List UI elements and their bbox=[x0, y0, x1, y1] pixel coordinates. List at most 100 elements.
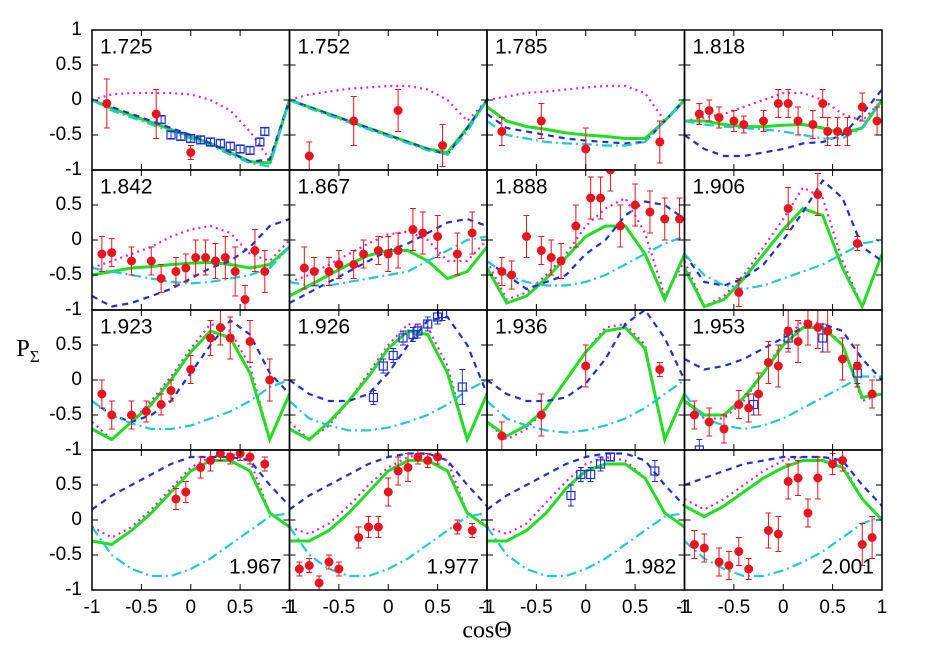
data-point bbox=[852, 361, 862, 371]
data-point bbox=[808, 120, 818, 129]
data-point bbox=[107, 248, 117, 258]
data-point bbox=[403, 463, 413, 472]
data-point bbox=[260, 459, 270, 469]
data-point bbox=[452, 522, 462, 532]
data-point bbox=[719, 424, 729, 434]
data-point bbox=[324, 267, 334, 276]
data-point bbox=[373, 246, 383, 255]
square-point bbox=[176, 131, 186, 141]
square-point bbox=[457, 382, 467, 392]
data-point bbox=[823, 127, 833, 136]
data-point bbox=[813, 323, 823, 332]
x-tick-label: -1 bbox=[84, 597, 101, 618]
data-point bbox=[699, 543, 709, 553]
curve bbox=[92, 378, 290, 431]
data-point bbox=[867, 389, 877, 399]
data-point bbox=[102, 99, 112, 108]
x-tick-label: 0.5 bbox=[622, 597, 648, 618]
data-point bbox=[793, 337, 803, 346]
data-point bbox=[393, 466, 403, 476]
curve bbox=[289, 511, 487, 578]
data-point bbox=[536, 410, 546, 420]
data-point bbox=[408, 225, 418, 234]
data-point bbox=[754, 389, 764, 399]
data-point bbox=[803, 319, 813, 329]
curve bbox=[487, 84, 685, 123]
x-tick-label: -0.5 bbox=[520, 597, 553, 618]
square-point bbox=[378, 361, 388, 371]
curve bbox=[289, 84, 487, 123]
panel bbox=[92, 217, 290, 310]
curve bbox=[684, 99, 882, 140]
data-point bbox=[675, 214, 685, 224]
curve bbox=[92, 452, 290, 539]
data-point bbox=[467, 526, 477, 535]
data-point bbox=[97, 249, 107, 259]
data-point bbox=[793, 473, 803, 483]
data-point bbox=[191, 253, 201, 262]
data-point bbox=[507, 270, 517, 280]
curve bbox=[684, 99, 882, 136]
square-point bbox=[245, 145, 255, 155]
curve bbox=[684, 206, 882, 310]
data-point bbox=[704, 417, 714, 427]
data-point bbox=[373, 522, 383, 532]
data-point bbox=[813, 473, 823, 483]
data-point bbox=[146, 256, 156, 266]
y-tick-label: 0 bbox=[71, 229, 82, 250]
data-point bbox=[156, 400, 166, 409]
data-point bbox=[581, 144, 591, 154]
data-point bbox=[260, 267, 270, 276]
data-point bbox=[97, 389, 107, 399]
curve bbox=[684, 186, 882, 310]
panel-label: 1.967 bbox=[229, 556, 282, 579]
data-point bbox=[186, 148, 196, 157]
data-point bbox=[773, 99, 783, 108]
square-point bbox=[423, 319, 433, 329]
curve bbox=[684, 455, 882, 507]
data-point bbox=[818, 99, 828, 108]
data-point bbox=[334, 260, 344, 269]
x-tick-label: 0.5 bbox=[227, 597, 253, 618]
y-tick-label: 1 bbox=[71, 19, 82, 40]
curve bbox=[684, 91, 882, 123]
curve bbox=[92, 511, 290, 578]
data-point bbox=[783, 326, 793, 336]
square-point bbox=[694, 445, 704, 450]
data-point bbox=[714, 557, 724, 567]
data-point bbox=[497, 431, 507, 441]
curve bbox=[684, 326, 882, 417]
data-point bbox=[842, 127, 852, 136]
panel-frame bbox=[683, 449, 883, 591]
data-point bbox=[783, 99, 793, 108]
data-point bbox=[423, 456, 433, 465]
curve bbox=[684, 178, 882, 287]
data-point bbox=[225, 452, 235, 462]
data-point bbox=[615, 221, 625, 231]
curve bbox=[487, 235, 685, 287]
data-point bbox=[763, 526, 773, 535]
curve bbox=[92, 455, 290, 511]
data-point bbox=[689, 410, 699, 420]
curve bbox=[487, 224, 685, 305]
data-point bbox=[245, 337, 255, 346]
data-point bbox=[215, 323, 225, 332]
square-point bbox=[196, 135, 206, 145]
curve bbox=[487, 452, 685, 511]
x-tick-label: 0.5 bbox=[424, 597, 450, 618]
data-point bbox=[605, 170, 615, 175]
panel bbox=[289, 450, 487, 590]
data-point bbox=[349, 260, 359, 269]
data-point bbox=[833, 127, 843, 136]
curve bbox=[289, 322, 487, 443]
data-point bbox=[349, 116, 359, 126]
curve bbox=[289, 98, 487, 156]
x-tick-label: -0.5 bbox=[718, 597, 751, 618]
data-point bbox=[359, 249, 369, 259]
data-point bbox=[586, 193, 596, 203]
data-point bbox=[383, 487, 393, 497]
curve bbox=[684, 88, 882, 158]
data-point bbox=[127, 256, 136, 266]
x-tick-label: 0 bbox=[778, 597, 789, 618]
data-point bbox=[704, 106, 714, 115]
